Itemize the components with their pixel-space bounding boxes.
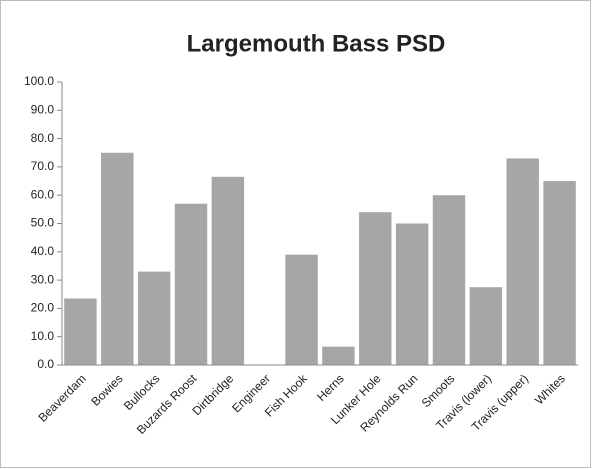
y-tick-label: 60.0 (31, 187, 55, 201)
bar (137, 271, 171, 365)
y-tick-label: 70.0 (31, 159, 55, 173)
bar (395, 223, 429, 365)
y-tick-label: 0.0 (37, 357, 54, 371)
chart-title: Largemouth Bass PSD (187, 30, 446, 57)
bar (285, 254, 318, 365)
bar (322, 346, 355, 365)
y-tick-label: 50.0 (31, 216, 55, 230)
y-tick-label: 80.0 (31, 131, 55, 145)
y-tick-label: 40.0 (31, 244, 55, 258)
bar (506, 158, 539, 365)
y-tick-label: 10.0 (31, 329, 55, 343)
y-tick-label: 100.0 (24, 74, 54, 88)
bar (64, 298, 97, 365)
bar (432, 195, 466, 365)
bar (469, 287, 503, 365)
bar (174, 203, 208, 365)
bar (543, 181, 576, 365)
y-tick-label: 30.0 (31, 272, 55, 286)
bar (211, 176, 245, 365)
bar (359, 212, 392, 365)
y-tick-label: 90.0 (31, 102, 55, 116)
bar (101, 152, 134, 365)
y-tick-label: 20.0 (31, 301, 55, 315)
